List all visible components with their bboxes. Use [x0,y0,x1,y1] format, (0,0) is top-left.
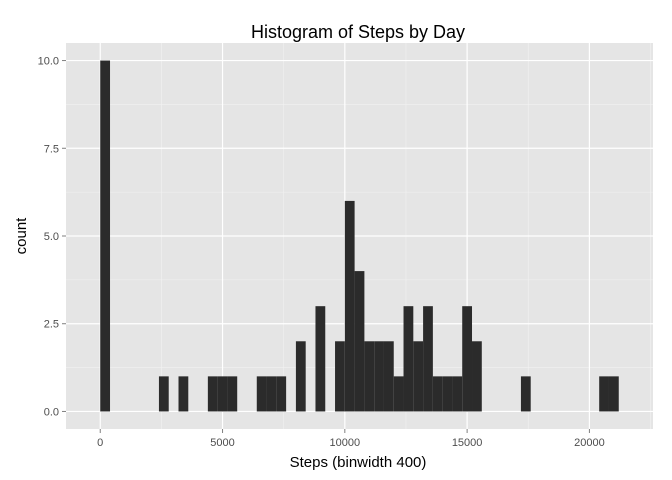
x-tick-label: 5000 [210,437,234,449]
y-tick-label: 0.0 [44,406,59,418]
histogram-bars [100,60,619,412]
histogram-bar [100,60,111,412]
histogram-bar [344,200,355,412]
histogram-bar [227,376,238,412]
histogram-bar [158,376,169,412]
y-tick-label: 2.5 [44,319,59,331]
histogram-bar [520,376,531,412]
x-tick-label: 15000 [452,437,483,449]
histogram-bar [599,376,609,412]
y-tick-label: 7.5 [44,143,59,155]
y-axis-title: count [13,217,30,255]
histogram-bar [393,376,404,412]
x-tick-label: 10000 [330,437,361,449]
chart-title: Histogram of Steps by Day [251,22,465,42]
histogram-bar [266,376,277,412]
histogram-bar [383,341,394,412]
histogram-bar [295,341,306,412]
histogram-bar [472,341,482,412]
histogram-bar [374,341,384,412]
histogram-bar [413,341,424,412]
histogram-bar [256,376,267,412]
histogram-bar [335,341,345,412]
x-tick-label: 0 [97,437,103,449]
y-tick-label: 10.0 [38,56,59,68]
histogram-bar [608,376,619,412]
histogram-bar [315,306,326,412]
histogram-bar [432,376,443,412]
histogram-bar [462,306,473,412]
histogram-bar [423,306,433,412]
x-tick-label: 20000 [574,437,605,449]
y-tick-label: 5.0 [44,231,59,243]
histogram-bar [354,271,365,412]
histogram-bar [207,376,218,412]
histogram-bar [403,306,414,412]
x-axis: 0 5000 10000 15000 20000 [97,429,605,449]
y-axis: 0.0 2.5 5.0 7.5 10.0 [38,56,66,418]
x-axis-title: Steps (binwidth 400) [290,454,427,471]
histogram-bar [217,376,228,412]
histogram-bar [276,376,287,412]
histogram-bar [178,376,189,412]
histogram-bar [452,376,463,412]
histogram-bar [442,376,453,412]
histogram-bar [364,341,375,412]
